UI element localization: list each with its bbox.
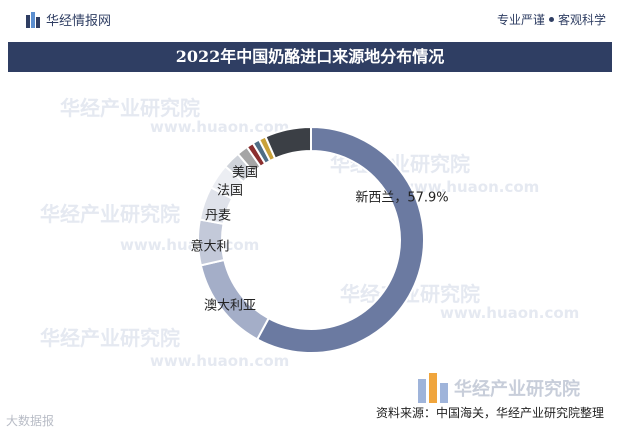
donut-slice-新西兰 xyxy=(255,125,425,354)
donut-slices xyxy=(197,125,425,354)
footer-brand-logo-icon xyxy=(418,373,448,403)
donut-chart: 新西兰，57.9% 澳大利亚 意大利 丹麦 法国 美国 xyxy=(190,125,449,354)
tagline: 专业严谨 客观科学 xyxy=(497,11,606,28)
donut-slice-other-10 xyxy=(264,125,312,160)
donut-labels: 新西兰，57.9% 澳大利亚 意大利 丹麦 法国 美国 xyxy=(190,166,448,314)
slice-label-丹麦: 丹麦 xyxy=(205,209,231,224)
tagline-dot-icon xyxy=(548,17,554,22)
chart-title: 2022年中国奶酪进口来源地分布情况 xyxy=(8,42,612,72)
slice-label-美国: 美国 xyxy=(232,166,258,181)
tagline-right: 客观科学 xyxy=(557,13,606,27)
footer-brand: 华经产业研究院 xyxy=(418,373,580,403)
top-header: 华经情报网 专业严谨 客观科学 xyxy=(0,0,620,36)
footer-brand-name: 华经产业研究院 xyxy=(454,379,580,400)
corner-watermark: 大数据报 xyxy=(6,414,55,428)
slice-label-新西兰: 新西兰，57.9% xyxy=(355,190,448,206)
slice-label-法国: 法国 xyxy=(217,184,243,199)
brand-logo-icon xyxy=(26,11,40,28)
slice-label-意大利: 意大利 xyxy=(190,239,229,255)
tagline-left: 专业严谨 xyxy=(496,13,545,27)
source-note: 资料来源：中国海关，华经产业研究院整理 xyxy=(375,406,604,420)
slice-label-澳大利亚: 澳大利亚 xyxy=(204,298,256,314)
brand: 华经情报网 xyxy=(26,10,111,29)
brand-name: 华经情报网 xyxy=(46,14,112,29)
